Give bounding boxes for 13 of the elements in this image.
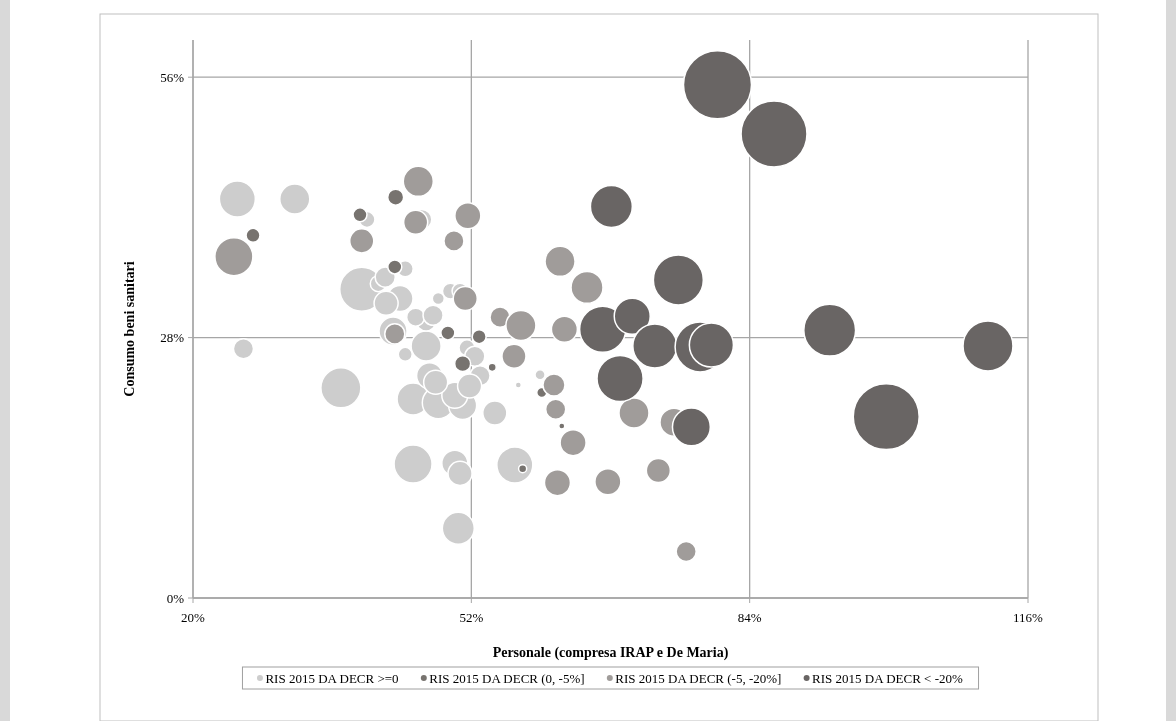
y-tick-label: 56% xyxy=(160,69,185,85)
legend-label: RIS 2015 DA DECR (0, -5%] xyxy=(429,670,585,686)
legend-label: RIS 2015 DA DECR >=0 xyxy=(265,670,399,686)
y-axis-title: Consumo beni sanitari xyxy=(122,261,137,397)
legend-label: RIS 2015 DA DECR (-5, -20%] xyxy=(615,670,782,686)
legend-label: RIS 2015 DA DECR < -20% xyxy=(812,670,963,686)
y-tick-label: 28% xyxy=(160,330,185,346)
y-tick-label: 0% xyxy=(166,590,185,606)
x-axis-title: Personale (compresa IRAP e De Maria) xyxy=(492,645,729,661)
x-tick-label: 52% xyxy=(459,610,484,625)
x-tick-label: 20% xyxy=(181,610,206,625)
x-tick-label: 84% xyxy=(737,610,762,625)
x-tick-label: 116% xyxy=(1013,610,1044,625)
